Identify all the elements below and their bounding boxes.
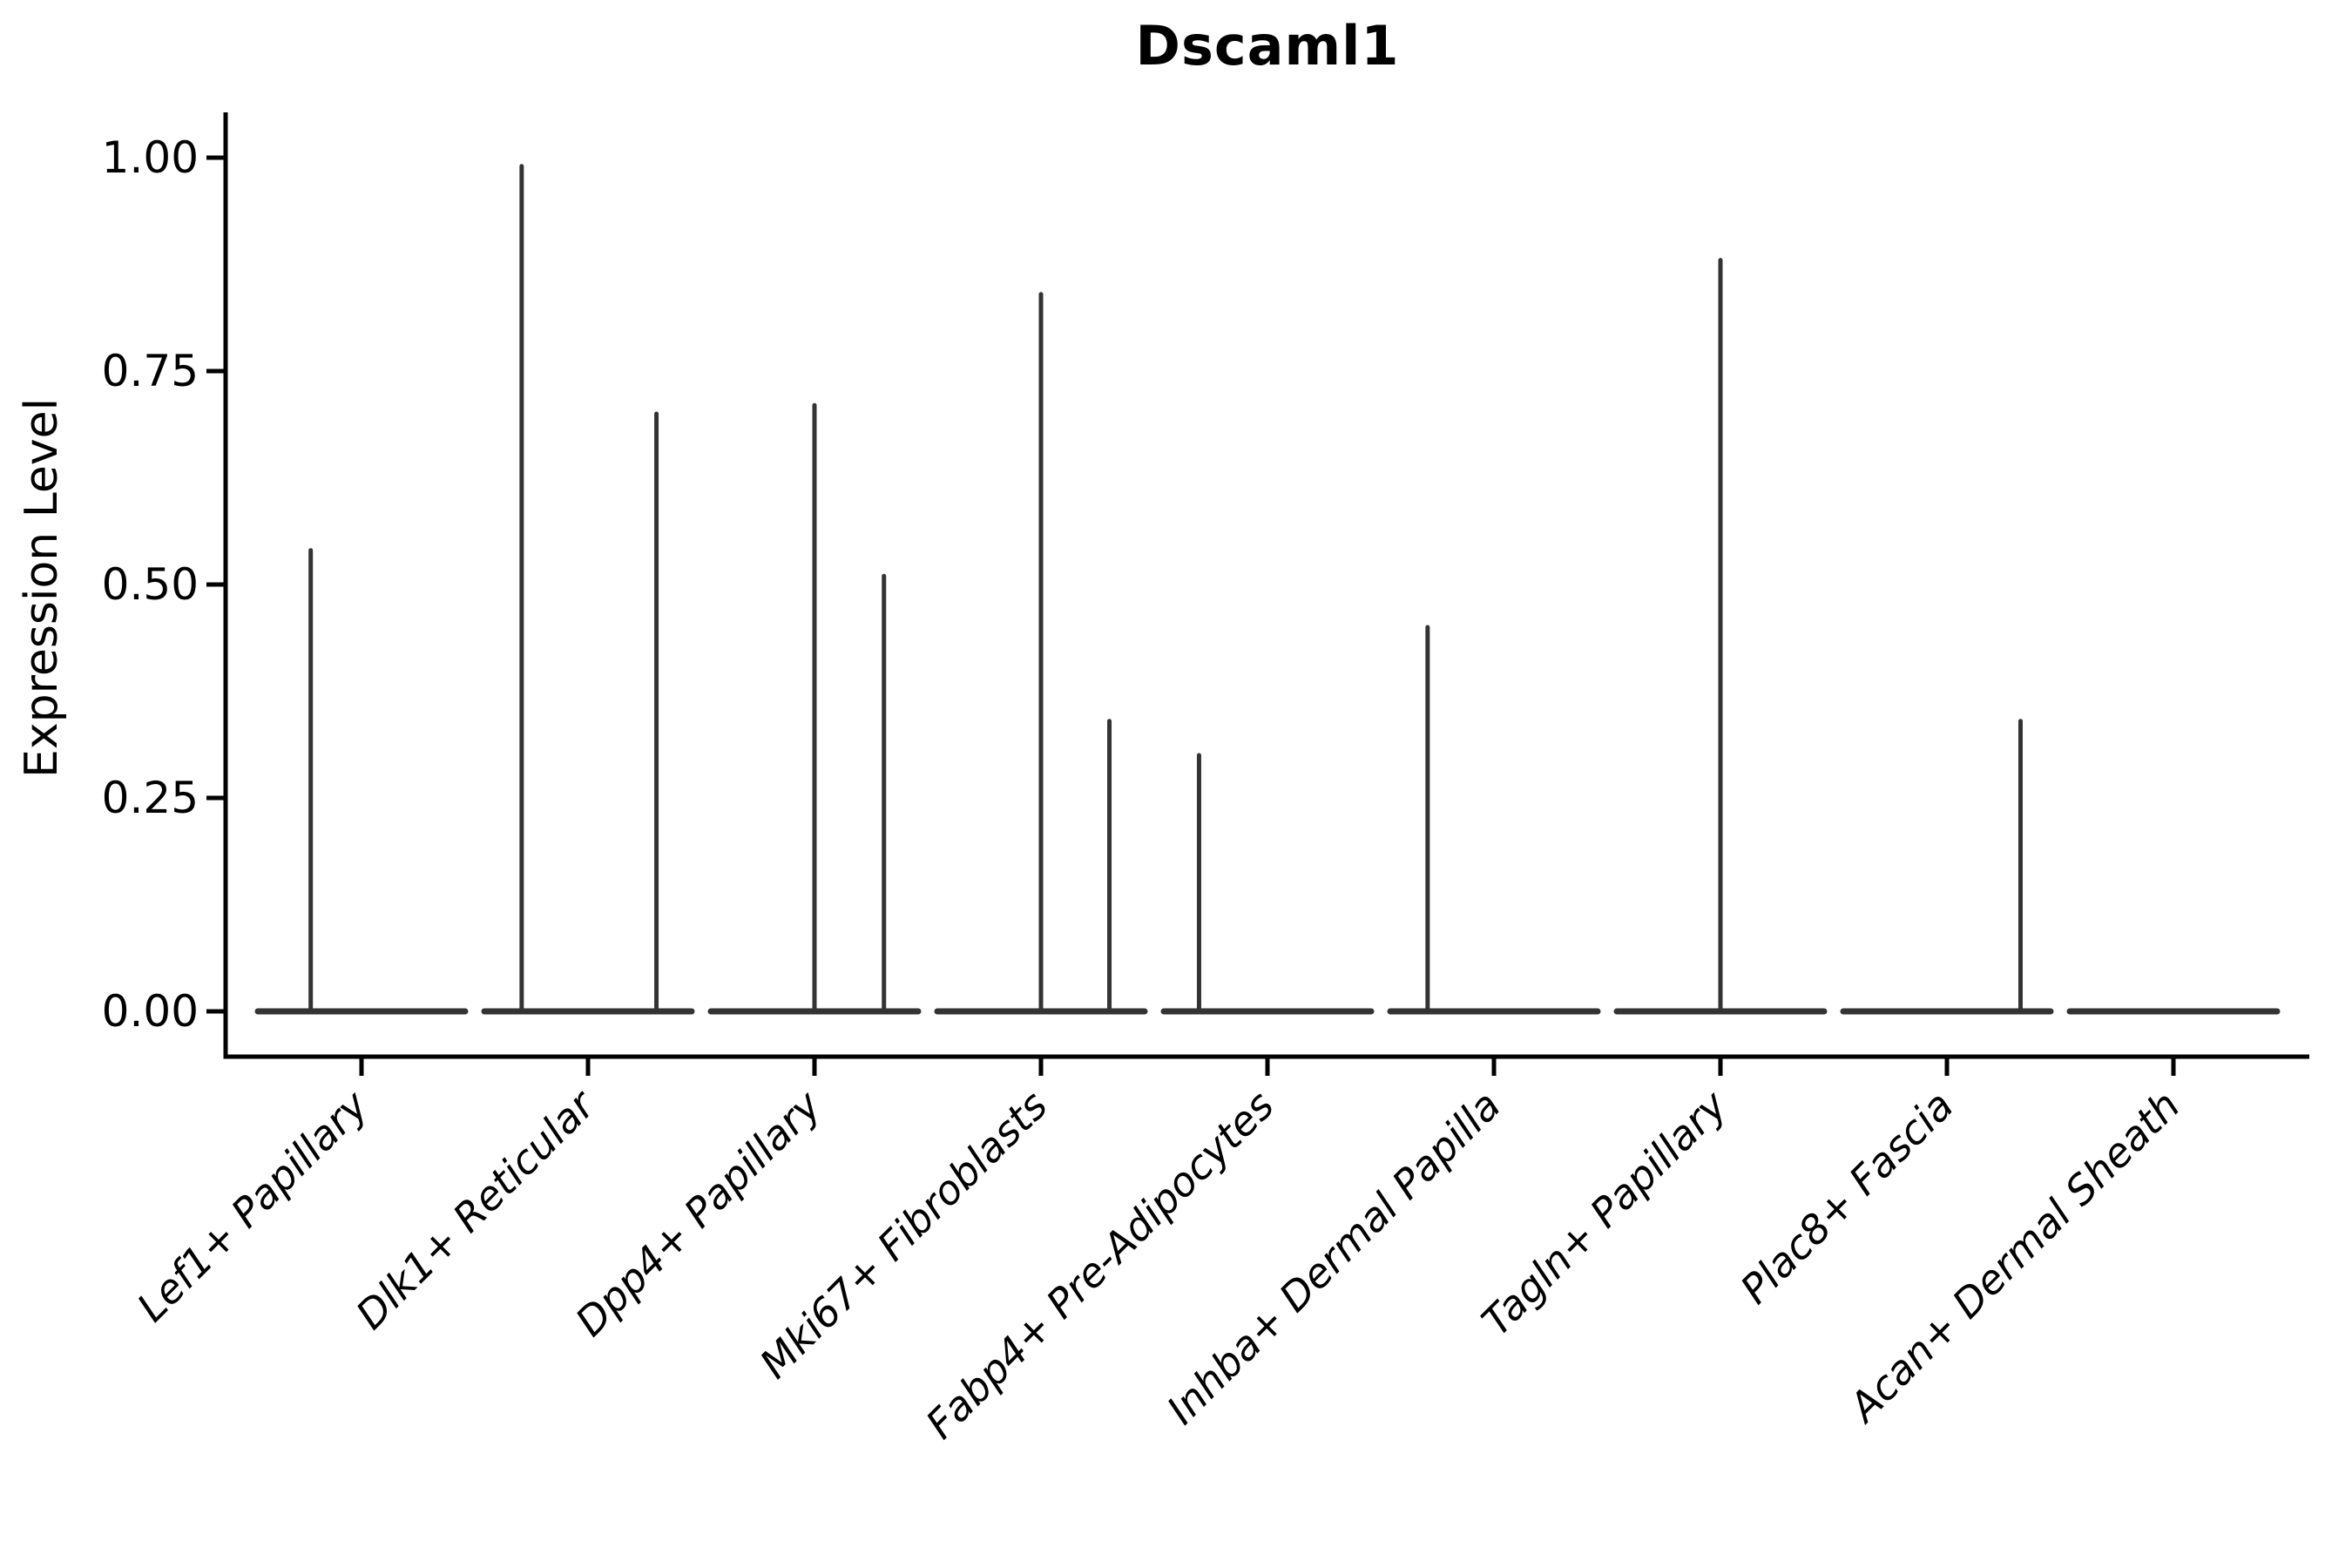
y-tick-label: 0.75	[102, 346, 199, 396]
y-tick-label: 1.00	[102, 132, 199, 183]
x-tick-label: Tagln+ Papillary	[1472, 1081, 1736, 1345]
y-tick-label: 0.50	[102, 559, 199, 610]
x-tick-label: Lef1+ Papillary	[128, 1081, 377, 1330]
x-tick-label: Dpp4+ Papillary	[566, 1081, 830, 1345]
x-tick-label: Plac8+ Fascia	[1731, 1082, 1962, 1313]
chart-title: Dscaml1	[1135, 14, 1400, 78]
x-tick-label: Dlk1+ Reticular	[347, 1079, 605, 1338]
y-tick-label: 0.00	[102, 986, 199, 1037]
y-tick-label: 0.25	[102, 773, 199, 823]
